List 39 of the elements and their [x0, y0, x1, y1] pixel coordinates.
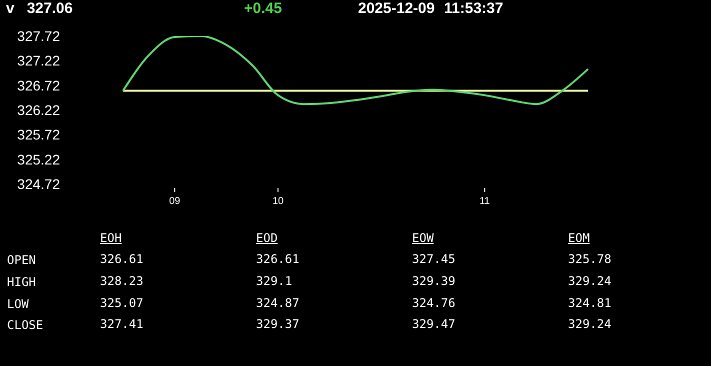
y-tick-label: 327.72	[17, 28, 60, 44]
x-tick-label: EOW	[412, 231, 434, 245]
data-label: 329.47	[412, 317, 456, 331]
data-label: 329.24	[568, 317, 612, 331]
data-label: 327.45	[412, 252, 456, 266]
data-label: 326.61	[100, 252, 144, 266]
y-tick-label: OPEN	[7, 253, 36, 267]
line-series	[122, 36, 589, 106]
data-label: 324.87	[256, 296, 300, 310]
y-tick-label: LOW	[7, 297, 29, 311]
x-tick-label: 11	[479, 196, 490, 207]
data-label: 329.37	[256, 317, 300, 331]
data-label: 327.41	[100, 317, 144, 331]
y-tick-label: 326.22	[17, 102, 60, 118]
x-tick-label: EOD	[256, 231, 278, 245]
y-tick-label: 325.72	[17, 126, 60, 143]
data-label: 325.78	[568, 252, 612, 266]
data-label: 325.07	[100, 296, 144, 310]
y-tick-label: 324.72	[17, 176, 60, 192]
text: 11:53:37	[444, 0, 504, 18]
y-tick-label: 327.22	[17, 52, 60, 69]
x-tick-label: 09	[169, 196, 181, 207]
text: +0.45	[244, 0, 282, 18]
data-label: 326.61	[256, 252, 300, 266]
data-label: 329.24	[568, 274, 612, 288]
x-tick-label: EOH	[100, 231, 122, 245]
data-label: 324.76	[412, 296, 456, 310]
data-label: 328.23	[100, 274, 144, 288]
data-label: 329.1	[256, 274, 292, 288]
data-label: 324.81	[568, 296, 612, 310]
data-label: 329.39	[412, 274, 456, 288]
y-tick-label: 326.72	[17, 77, 60, 94]
y-tick-label: CLOSE	[7, 318, 44, 332]
text: 2025-12-09	[358, 0, 435, 18]
chart-title: v 327.06	[6, 0, 73, 18]
x-tick-label: 10	[272, 196, 284, 207]
x-tick-label: EOM	[568, 231, 590, 245]
y-tick-label: HIGH	[7, 275, 36, 289]
y-tick-label: 325.22	[17, 151, 60, 168]
